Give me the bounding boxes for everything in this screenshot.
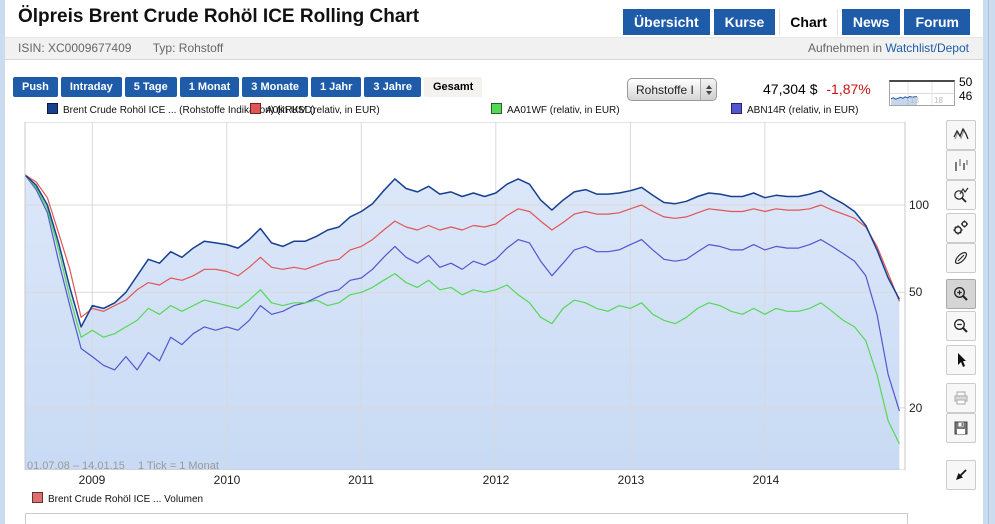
legend-swatch-abn14r — [731, 103, 742, 114]
range-push[interactable]: Push — [13, 77, 58, 97]
save-button[interactable] — [946, 413, 976, 443]
legend-label-abn14r: ABN14R (relativ, in EUR) — [747, 105, 859, 116]
meta-bar: ISIN: XC0009677409 Typ: Rohstoff Aufnehm… — [5, 37, 983, 60]
mini-chart-scale: 50 46 — [959, 75, 972, 103]
instrument-meta: ISIN: XC0009677409 Typ: Rohstoff — [5, 41, 223, 55]
quote: 47,304 $ -1,87% — [763, 81, 871, 97]
x-tick-2013: 2013 — [617, 473, 645, 487]
legend-item-aa01wf: AA01WF (relativ, in EUR) — [491, 103, 620, 116]
price-chart-canvas[interactable] — [5, 121, 951, 471]
chart-range-note: 01.07.08 – 14.01.15 1 Tick = 1 Monat — [27, 460, 219, 472]
y-tick-100: 100 — [909, 198, 930, 212]
content-area: Ölpreis Brent Crude Rohöl ICE Rolling Ch… — [5, 0, 983, 524]
range-3-monate[interactable]: 3 Monate — [242, 77, 308, 97]
watchlist-prefix: Aufnehmen in — [808, 41, 883, 55]
range-5-tage[interactable]: 5 Tage — [124, 77, 177, 97]
mini-sparkline — [890, 82, 954, 105]
tab-forum[interactable]: Forum — [904, 9, 970, 35]
type-label: Typ: Rohstoff — [152, 41, 224, 55]
mini-high-label: 50 — [959, 75, 973, 89]
dropdown-value: Rohstoffe I — [636, 82, 694, 97]
tab-chart[interactable]: Chart — [779, 9, 838, 35]
page-title: Ölpreis Brent Crude Rohöl ICE Rolling Ch… — [18, 6, 420, 27]
price-chart[interactable]: 01.07.08 – 14.01.15 1 Tick = 1 Monat — [5, 121, 951, 472]
legend-item-brent: Brent Crude Rohöl ICE ... (Rohstoffe Ind… — [47, 103, 316, 116]
tab-news[interactable]: News — [841, 9, 901, 35]
tab-uebersicht[interactable]: Übersicht — [623, 9, 710, 35]
range-gesamt[interactable]: Gesamt — [423, 77, 483, 97]
quote-price: 47,304 $ — [763, 81, 818, 97]
cursor-mode-button[interactable] — [946, 345, 976, 375]
collapse-button[interactable] — [946, 460, 976, 490]
save-floppy-icon — [954, 421, 968, 435]
legend-label-brent: Brent Crude Rohöl ICE ... (Rohstoffe Ind… — [63, 105, 316, 116]
range-1-jahr[interactable]: 1 Jahr — [310, 77, 362, 97]
indicator-search-icon — [954, 187, 969, 203]
volume-legend: Brent Crude Rohöl ICE ... Volumen — [32, 492, 203, 505]
instrument-dropdown[interactable]: Rohstoffe I — [627, 78, 717, 101]
print-button[interactable] — [946, 383, 976, 413]
range-intraday[interactable]: Intraday — [60, 77, 122, 97]
chart-date-range: 01.07.08 – 14.01.15 — [27, 460, 125, 472]
mini-x-label-1: 13 — [910, 96, 919, 105]
zoom-in-button[interactable] — [946, 279, 976, 309]
x-tick-2010: 2010 — [213, 473, 241, 487]
legend-item-a0krkm: A0KRKM (relativ, in EUR) — [250, 103, 380, 116]
tab-kurse[interactable]: Kurse — [713, 9, 776, 35]
line-chart-type-button[interactable] — [946, 120, 976, 150]
quote-change: -1,87% — [826, 81, 871, 97]
settings-button[interactable] — [946, 213, 976, 243]
page-edge-divider — [988, 0, 989, 524]
legend-swatch-aa01wf — [491, 103, 502, 114]
mini-intraday-chart: 13 18 — [889, 80, 955, 106]
y-tick-20: 20 — [909, 401, 923, 415]
cursor-icon — [958, 353, 966, 367]
x-tick-2011: 2011 — [348, 473, 374, 487]
compare-link-icon — [954, 251, 968, 265]
mini-low-label: 46 — [959, 89, 973, 103]
mini-x-label-2: 18 — [934, 96, 943, 105]
range-buttons: Push Intraday 5 Tage 1 Monat 3 Monate 1 … — [13, 77, 483, 97]
dropdown-stepper-icon — [700, 79, 716, 100]
bar-chart-type-button[interactable] — [946, 150, 976, 180]
x-tick-2012: 2012 — [482, 473, 510, 487]
printer-icon — [954, 391, 968, 405]
nav-tabs: Übersicht Kurse Chart News Forum — [623, 9, 970, 35]
volume-chart-panel — [25, 513, 908, 524]
chart-tick-note: 1 Tick = 1 Monat — [137, 460, 219, 472]
zoom-out-button[interactable] — [946, 311, 976, 341]
settings-gears-icon — [953, 220, 968, 235]
volume-legend-label: Brent Crude Rohöl ICE ... Volumen — [48, 494, 204, 505]
compare-button[interactable] — [946, 243, 976, 273]
indicator-search-button[interactable] — [946, 180, 976, 210]
x-tick-2014: 2014 — [752, 473, 780, 487]
legend-label-a0krkm: A0KRKM (relativ, in EUR) — [266, 105, 380, 116]
zoom-in-icon — [954, 287, 968, 301]
zoom-out-icon — [954, 319, 968, 333]
isin-label: ISIN: XC0009677409 — [18, 41, 132, 55]
legend-swatch-a0krkm — [250, 103, 261, 114]
collapse-arrow-icon — [956, 469, 967, 480]
watchlist-link[interactable]: Watchlist/Depot — [885, 41, 969, 55]
legend-item-abn14r: ABN14R (relativ, in EUR) — [731, 103, 859, 116]
watchlist-area: Aufnehmen in Watchlist/Depot — [808, 38, 969, 59]
volume-legend-swatch — [32, 492, 43, 503]
range-1-monat[interactable]: 1 Monat — [179, 77, 240, 97]
x-tick-2009: 2009 — [78, 473, 106, 487]
bar-chart-icon — [955, 159, 968, 171]
range-3-jahre[interactable]: 3 Jahre — [364, 77, 421, 97]
line-chart-icon — [953, 127, 969, 140]
legend-swatch-brent — [47, 103, 58, 114]
legend-label-aa01wf: AA01WF (relativ, in EUR) — [507, 105, 620, 116]
y-tick-50: 50 — [909, 285, 923, 299]
